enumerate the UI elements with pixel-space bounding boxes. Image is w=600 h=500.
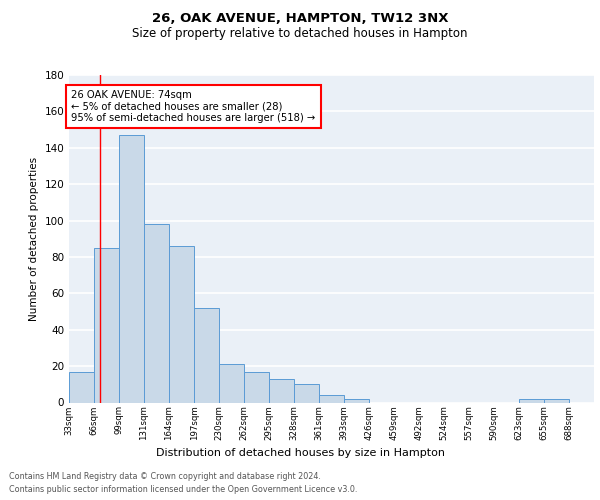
Bar [119,135,144,402]
Y-axis label: Number of detached properties: Number of detached properties [29,156,39,321]
Bar [544,399,569,402]
Text: Contains public sector information licensed under the Open Government Licence v3: Contains public sector information licen… [9,485,358,494]
Text: Size of property relative to detached houses in Hampton: Size of property relative to detached ho… [132,28,468,40]
Text: 26, OAK AVENUE, HAMPTON, TW12 3NX: 26, OAK AVENUE, HAMPTON, TW12 3NX [152,12,448,26]
Bar [144,224,169,402]
Bar [519,399,544,402]
Text: Distribution of detached houses by size in Hampton: Distribution of detached houses by size … [155,448,445,458]
Text: Contains HM Land Registry data © Crown copyright and database right 2024.: Contains HM Land Registry data © Crown c… [9,472,321,481]
Bar [294,384,319,402]
Bar [220,364,244,403]
Bar [319,395,344,402]
Text: 26 OAK AVENUE: 74sqm
← 5% of detached houses are smaller (28)
95% of semi-detach: 26 OAK AVENUE: 74sqm ← 5% of detached ho… [71,90,316,123]
Bar [344,399,369,402]
Bar [194,308,220,402]
Bar [69,372,94,402]
Bar [269,379,294,402]
Bar [244,372,269,402]
Bar [169,246,194,402]
Bar [94,248,119,402]
